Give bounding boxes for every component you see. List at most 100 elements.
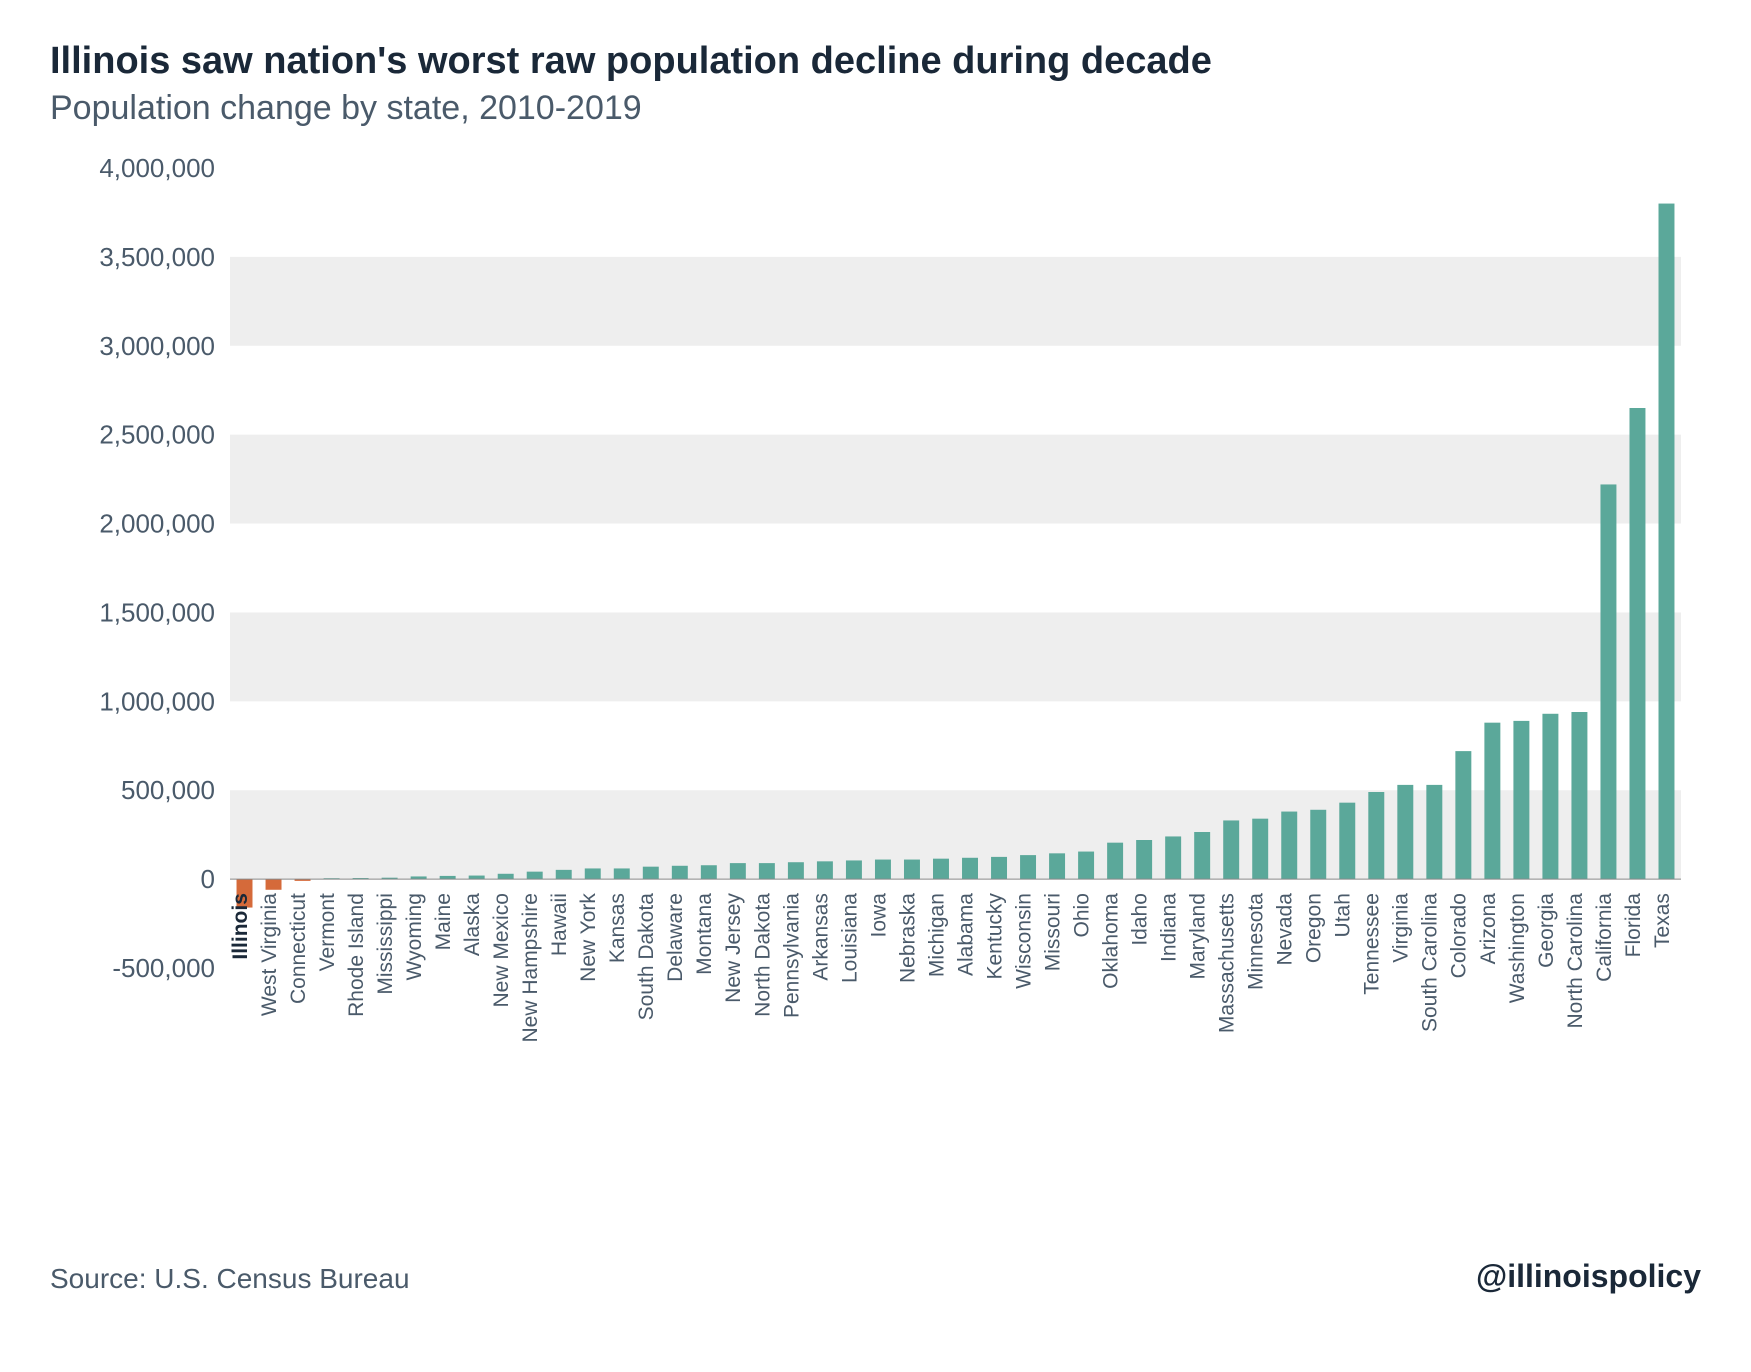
y-tick-label: 3,000,000 bbox=[99, 331, 215, 361]
x-axis-label: Maine bbox=[432, 893, 455, 950]
x-axis-label: Michigan bbox=[925, 893, 948, 977]
y-tick-label: 500,000 bbox=[121, 775, 215, 805]
x-axis-label: Vermont bbox=[316, 893, 339, 971]
x-axis-label: Florida bbox=[1622, 893, 1645, 958]
y-tick-label: 1,000,000 bbox=[99, 686, 215, 716]
twitter-handle: @illinoispolicy bbox=[1476, 1258, 1701, 1295]
x-axis-label: Tennessee bbox=[1361, 893, 1384, 995]
x-axis-label: Alabama bbox=[954, 893, 977, 976]
y-tick-label: 2,500,000 bbox=[99, 420, 215, 450]
bar bbox=[1629, 408, 1645, 879]
bar bbox=[1542, 714, 1558, 879]
bar bbox=[759, 863, 775, 879]
bar bbox=[1252, 819, 1268, 879]
bar bbox=[556, 870, 572, 879]
bar bbox=[1513, 721, 1529, 879]
x-axis-label: Delaware bbox=[664, 893, 687, 982]
x-axis-label: West Virginia bbox=[258, 893, 281, 1016]
x-axis-label: Nevada bbox=[1274, 893, 1297, 966]
bar bbox=[962, 858, 978, 879]
bar bbox=[585, 868, 601, 879]
x-axis-label: Minnesota bbox=[1245, 893, 1268, 990]
bar bbox=[1310, 810, 1326, 879]
x-axis-label: Kentucky bbox=[983, 893, 1006, 980]
x-axis-label: Arkansas bbox=[809, 893, 832, 981]
bar-chart: -500,000 0 500,000 1,000,000 1,500,000 2,000,… bbox=[50, 148, 1701, 1228]
x-axis-label: Iowa bbox=[867, 893, 890, 938]
bar bbox=[266, 879, 282, 890]
bar bbox=[904, 860, 920, 880]
bar bbox=[1223, 820, 1239, 879]
x-axis-label: Louisiana bbox=[838, 893, 861, 983]
x-axis-label: Mississippi bbox=[374, 893, 397, 995]
x-axis-label: Rhode Island bbox=[345, 893, 368, 1017]
x-axis-label: Ohio bbox=[1070, 893, 1093, 937]
chart-container: Illinois saw nation's worst raw populati… bbox=[0, 0, 1751, 1372]
source-label: Source: U.S. Census Bureau bbox=[50, 1263, 410, 1295]
bar bbox=[672, 866, 688, 879]
x-axis-label: Illinois bbox=[229, 893, 252, 960]
bar bbox=[730, 863, 746, 879]
bar bbox=[1165, 836, 1181, 879]
x-axis-label: Oregon bbox=[1303, 893, 1326, 963]
x-axis-label: Oklahoma bbox=[1100, 893, 1123, 989]
x-axis-label: Virginia bbox=[1390, 893, 1413, 963]
y-tick-label: 0 bbox=[201, 864, 215, 894]
chart-footer: Source: U.S. Census Bureau @illinoispoli… bbox=[50, 1258, 1701, 1295]
grid-band bbox=[230, 435, 1681, 524]
bar bbox=[498, 874, 514, 879]
x-axis-label: Massachusetts bbox=[1216, 893, 1239, 1033]
x-axis-label: Nebraska bbox=[896, 893, 919, 983]
x-axis-label: Alaska bbox=[461, 893, 484, 956]
bar bbox=[614, 868, 630, 879]
bar bbox=[701, 865, 717, 879]
y-tick-label: 1,500,000 bbox=[99, 597, 215, 627]
bar bbox=[469, 876, 485, 880]
bar bbox=[875, 860, 891, 880]
x-axis-label: New Jersey bbox=[722, 893, 745, 1003]
bar bbox=[1339, 803, 1355, 879]
y-tick-label: 4,000,000 bbox=[99, 153, 215, 183]
y-tick-label: 3,500,000 bbox=[99, 242, 215, 272]
x-axis-label: Idaho bbox=[1129, 893, 1152, 946]
bar bbox=[643, 867, 659, 879]
x-axis-label: Wyoming bbox=[403, 893, 426, 980]
chart-subtitle: Population change by state, 2010-2019 bbox=[50, 89, 1701, 128]
x-axis-label: Texas bbox=[1651, 893, 1674, 948]
x-axis-label: Georgia bbox=[1535, 893, 1558, 968]
x-axis-label: Kansas bbox=[606, 893, 629, 963]
bar bbox=[1571, 712, 1587, 879]
x-axis-label: New York bbox=[577, 893, 600, 982]
bar bbox=[1600, 484, 1616, 879]
bar bbox=[1281, 812, 1297, 880]
bar bbox=[1368, 792, 1384, 879]
bar bbox=[1049, 853, 1065, 879]
x-axis-label: New Hampshire bbox=[519, 893, 542, 1042]
x-axis-label: South Dakota bbox=[635, 893, 658, 1021]
x-axis-label: Pennsylvania bbox=[780, 893, 803, 1018]
bar bbox=[817, 861, 833, 879]
y-tick-label: -500,000 bbox=[112, 953, 215, 983]
x-axis-label: Utah bbox=[1332, 893, 1355, 937]
grid-band bbox=[230, 257, 1681, 346]
x-axis-label: Hawaii bbox=[548, 893, 571, 956]
grid-band bbox=[230, 612, 1681, 701]
x-axis-label: Missouri bbox=[1041, 893, 1064, 971]
bar bbox=[1455, 751, 1471, 879]
bar bbox=[1107, 843, 1123, 879]
x-axis-label: Montana bbox=[693, 893, 716, 975]
bar bbox=[1397, 785, 1413, 879]
bar bbox=[1078, 852, 1094, 880]
bar bbox=[1659, 204, 1675, 880]
x-axis-label: Arizona bbox=[1477, 893, 1500, 965]
chart-title: Illinois saw nation's worst raw populati… bbox=[50, 40, 1701, 83]
bar bbox=[846, 860, 862, 879]
bar bbox=[1136, 840, 1152, 879]
bar bbox=[1426, 785, 1442, 879]
x-axis-label: Connecticut bbox=[287, 893, 310, 1004]
x-axis-label: Colorado bbox=[1448, 893, 1471, 978]
y-tick-label: 2,000,000 bbox=[99, 509, 215, 539]
x-axis-label: New Mexico bbox=[490, 893, 513, 1007]
x-axis-label: North Carolina bbox=[1564, 893, 1587, 1029]
x-axis-label: Indiana bbox=[1158, 893, 1181, 962]
